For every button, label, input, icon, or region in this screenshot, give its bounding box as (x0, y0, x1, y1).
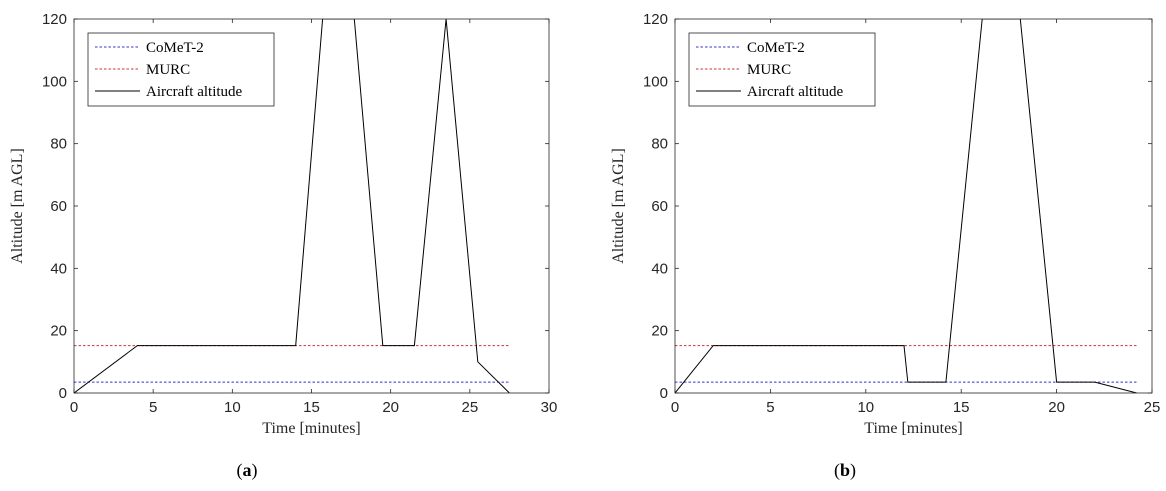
x-tick-label: 25 (461, 399, 478, 416)
y-tick-label: 60 (651, 198, 668, 215)
y-tick-label: 60 (50, 198, 67, 215)
x-tick-label: 25 (1144, 399, 1161, 416)
y-tick-label: 40 (651, 260, 668, 277)
y-tick-label: 120 (42, 11, 67, 28)
caption-b: (b) (833, 460, 856, 480)
legend: CoMeT-2 MURC Aircraft altitude (87, 32, 275, 107)
series-line-aircraft-altitude (74, 19, 510, 393)
legend-label: CoMeT-2 (146, 40, 204, 56)
x-tick-label: 30 (541, 399, 558, 416)
legend: CoMeT-2 MURC Aircraft altitude (688, 32, 876, 107)
y-tick-label: 80 (50, 136, 67, 153)
y-axis-label: Altitude [m AGL] (9, 148, 26, 264)
y-tick-label: 120 (643, 11, 668, 28)
chart-panel-a: 0 5 10 15 20 25 30 0 20 40 60 80 100 120 Time [minutes… (9, 11, 558, 480)
x-tick-label: 0 (671, 399, 679, 416)
x-tick-label: 0 (70, 399, 78, 416)
y-axis-label: Altitude [m AGL] (610, 148, 627, 264)
x-tick-label: 15 (953, 399, 970, 416)
plot-area (74, 19, 510, 393)
y-tick-label: 20 (651, 323, 668, 340)
x-tick-label: 5 (766, 399, 774, 416)
x-tick-label: 10 (857, 399, 874, 416)
x-tick-label: 15 (303, 399, 320, 416)
x-tick-label: 20 (1048, 399, 1065, 416)
legend-label: Aircraft altitude (747, 84, 844, 100)
y-tick-label: 100 (42, 73, 67, 90)
chart-b-svg: 0 5 10 15 20 25 0 20 40 60 80 100 120 Time [minutes] A… (610, 11, 1161, 437)
plot-area (675, 19, 1137, 393)
chart-a-svg: 0 5 10 15 20 25 30 0 20 40 60 80 100 120 Time [minutes… (9, 11, 558, 437)
y-tick-label: 40 (50, 260, 67, 277)
caption-a: (a) (236, 460, 258, 480)
chart-panel-b: 0 5 10 15 20 25 0 20 40 60 80 100 120 Time [minutes] A… (583, 0, 1166, 491)
legend-label: CoMeT-2 (747, 40, 805, 56)
y-tick-label: 0 (59, 385, 67, 402)
x-tick-label: 10 (224, 399, 241, 416)
y-tick-label: 20 (50, 323, 67, 340)
legend-label: Aircraft altitude (146, 84, 243, 100)
series-line-aircraft-altitude (675, 19, 1137, 393)
x-tick-label: 20 (382, 399, 399, 416)
y-tick-label: 100 (643, 73, 668, 90)
y-tick-label: 0 (660, 385, 668, 402)
y-tick-label: 80 (651, 136, 668, 153)
legend-label: MURC (146, 62, 190, 78)
x-axis-label: Time [minutes] (262, 420, 361, 437)
x-axis-label: Time [minutes] (864, 420, 963, 437)
x-tick-label: 5 (149, 399, 157, 416)
legend-label: MURC (747, 62, 791, 78)
